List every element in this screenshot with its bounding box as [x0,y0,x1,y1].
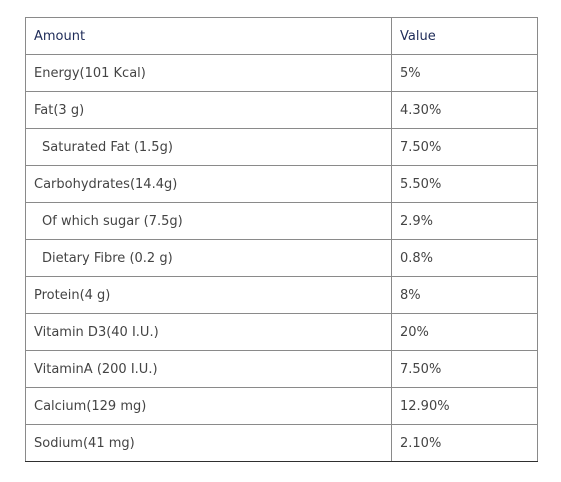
value-cell: 2.9% [391,202,538,240]
value-cell: 5.50% [391,165,538,203]
value-cell: 20% [391,313,538,351]
table-row: Dietary Fibre (0.2 g) 0.8% [25,239,538,277]
value-column-header: Value [391,17,538,55]
table-row: Energy(101 Kcal) 5% [25,54,538,92]
amount-cell: Calcium(129 mg) [25,387,392,425]
value-cell: 7.50% [391,350,538,388]
value-cell: 0.8% [391,239,538,277]
amount-cell: Protein(4 g) [25,276,392,314]
amount-column-header: Amount [25,17,392,55]
amount-cell: Sodium(41 mg) [25,424,392,462]
amount-cell: Vitamin D3(40 I.U.) [25,313,392,351]
table-row: Of which sugar (7.5g) 2.9% [25,202,538,240]
amount-cell: Saturated Fat (1.5g) [25,128,392,166]
table-row: Fat(3 g) 4.30% [25,91,538,129]
table-row: Sodium(41 mg) 2.10% [25,424,538,462]
table-row: VitaminA (200 I.U.) 7.50% [25,350,538,388]
value-cell: 12.90% [391,387,538,425]
value-cell: 8% [391,276,538,314]
value-cell: 4.30% [391,91,538,129]
amount-cell: Carbohydrates(14.4g) [25,165,392,203]
table-row: Calcium(129 mg) 12.90% [25,387,538,425]
table-row: Carbohydrates(14.4g) 5.50% [25,165,538,203]
value-cell: 2.10% [391,424,538,462]
nutrition-table: Amount Value Energy(101 Kcal) 5% Fat(3 g… [25,17,538,462]
value-cell: 7.50% [391,128,538,166]
amount-cell: Energy(101 Kcal) [25,54,392,92]
amount-cell: Dietary Fibre (0.2 g) [25,239,392,277]
table-row: Saturated Fat (1.5g) 7.50% [25,128,538,166]
table-row: Vitamin D3(40 I.U.) 20% [25,313,538,351]
amount-cell: Fat(3 g) [25,91,392,129]
amount-cell: Of which sugar (7.5g) [25,202,392,240]
table-row: Protein(4 g) 8% [25,276,538,314]
table-header-row: Amount Value [25,17,538,55]
amount-cell: VitaminA (200 I.U.) [25,350,392,388]
value-cell: 5% [391,54,538,92]
